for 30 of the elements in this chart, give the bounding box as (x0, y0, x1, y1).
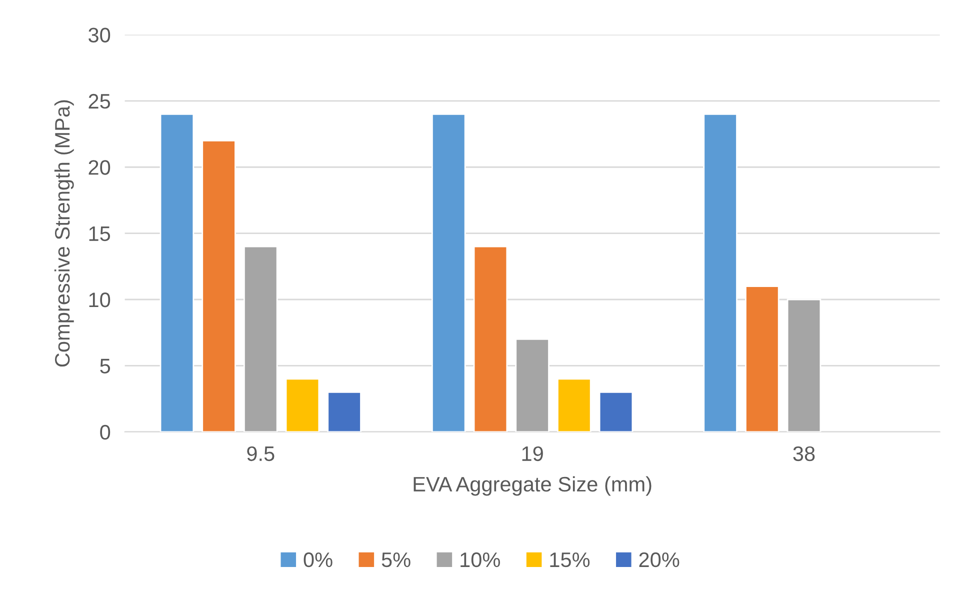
bar (285, 378, 320, 432)
legend-label: 20% (639, 552, 680, 568)
legend-label: 15% (550, 552, 590, 568)
bar (160, 113, 194, 432)
y-tick-label: 15 (89, 226, 110, 242)
y-tick-label: 5 (100, 358, 110, 374)
legend-label: 10% (460, 552, 500, 568)
y-tick-label: 10 (89, 292, 110, 308)
y-tick-label: 0 (100, 424, 110, 440)
x-tick-label: 38 (793, 446, 815, 462)
bar (202, 140, 236, 432)
bar (515, 338, 550, 432)
x-tick-label: 9.5 (247, 446, 274, 462)
bar (473, 246, 508, 432)
y-tick-label: 25 (88, 94, 110, 109)
legend-label: 0% (304, 552, 332, 568)
y-axis-title: Compressive Strength (MPa) (54, 100, 74, 367)
bar (327, 391, 362, 432)
bar (745, 286, 780, 432)
y-tick-label: 20 (88, 160, 110, 175)
bar (244, 246, 278, 432)
y-tick-label: 30 (88, 28, 110, 42)
bar (598, 391, 634, 432)
x-axis-title: EVA Aggregate Size (mm) (414, 476, 652, 496)
legend-label: 5% (382, 552, 410, 568)
bar (557, 378, 592, 432)
bar (432, 113, 466, 432)
bar (786, 298, 822, 432)
bar (703, 113, 738, 432)
x-tick-label: 19 (522, 446, 543, 462)
